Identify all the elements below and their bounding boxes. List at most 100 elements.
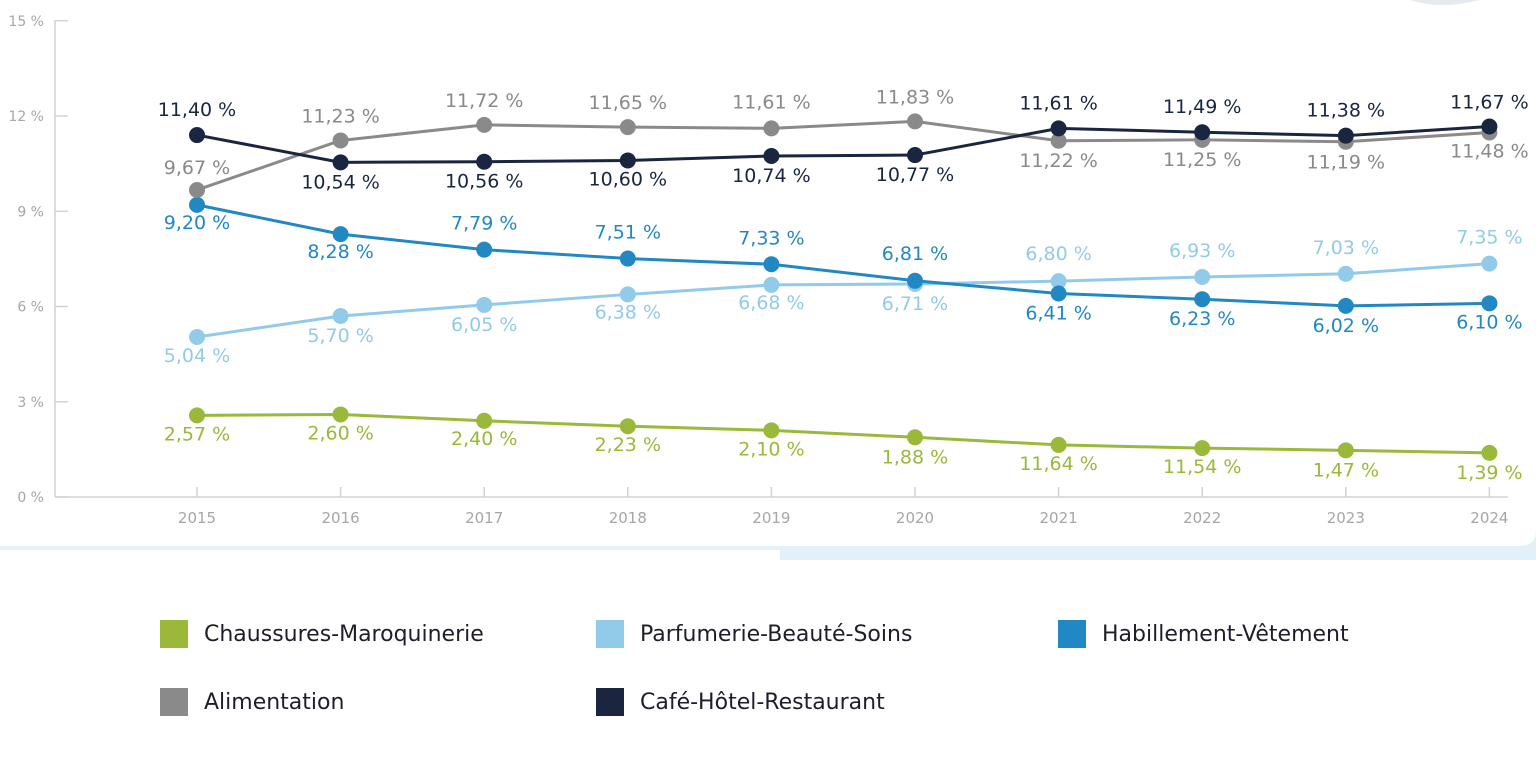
series-cafe xyxy=(189,118,1498,171)
data-point-habillement xyxy=(763,256,780,273)
data-point-cafe xyxy=(619,152,636,169)
data-label-chaussures: 1,47 % xyxy=(1313,459,1379,481)
y-tick-label: 9 % xyxy=(17,204,44,220)
legend-item-chaussures: Chaussures-Maroquinerie xyxy=(160,618,484,650)
legend-swatch-alimentation xyxy=(160,688,188,716)
data-point-chaussures xyxy=(1337,442,1354,459)
data-point-parfumerie xyxy=(476,296,493,313)
data-label-cafe: 10,77 % xyxy=(876,164,955,186)
data-label-cafe: 11,67 % xyxy=(1450,91,1529,113)
data-point-parfumerie xyxy=(1481,255,1498,272)
data-label-chaussures: 2,57 % xyxy=(164,423,230,445)
data-point-alimentation xyxy=(1050,132,1067,149)
data-point-cafe xyxy=(476,153,493,170)
series-line-cafe xyxy=(196,124,1490,164)
data-point-chaussures xyxy=(907,429,923,446)
data-point-cafe xyxy=(189,127,205,144)
data-label-habillement: 6,23 % xyxy=(1169,308,1235,330)
data-point-chaussures xyxy=(1194,440,1211,457)
data-label-habillement: 6,41 % xyxy=(1025,302,1091,324)
data-label-parfumerie: 6,38 % xyxy=(595,301,661,323)
data-label-habillement: 7,51 % xyxy=(595,222,661,244)
data-label-habillement: 7,79 % xyxy=(451,213,517,235)
data-label-alimentation: 11,65 % xyxy=(589,92,668,114)
data-label-cafe: 11,40 % xyxy=(158,99,237,121)
x-tick-label: 2021 xyxy=(1040,509,1078,527)
data-point-cafe xyxy=(1050,120,1067,137)
data-point-habillement xyxy=(907,272,923,289)
series-line-parfumerie xyxy=(196,262,1490,339)
x-tick-label: 2017 xyxy=(465,509,503,527)
data-label-alimentation: 11,25 % xyxy=(1163,149,1242,171)
data-label-alimentation: 11,61 % xyxy=(732,91,811,113)
data-labels-alimentation: 9,67 % 11,23 % 11,72 % 11,65 % 11,61 % 11,83 … xyxy=(164,86,1529,179)
y-tick-label: 12 % xyxy=(8,109,44,125)
data-point-alimentation xyxy=(907,113,923,130)
data-point-chaussures xyxy=(476,412,493,429)
data-point-alimentation xyxy=(619,119,636,136)
data-point-alimentation xyxy=(476,116,493,133)
legend-label-habillement: Habillement-Vêtement xyxy=(1102,621,1349,647)
series-line-alimentation xyxy=(196,119,1490,192)
data-point-habillement xyxy=(476,241,493,258)
series-chaussures xyxy=(189,406,1498,461)
series-habillement xyxy=(189,196,1498,314)
data-label-alimentation: 9,67 % xyxy=(164,157,230,179)
legend-swatch-parfumerie xyxy=(596,620,624,648)
series-parfumerie xyxy=(189,255,1498,345)
x-tick-label: 2019 xyxy=(752,509,790,527)
data-labels-cafe: 11,40 % 10,54 % 10,56 % 10,60 % 10,74 % 10,77… xyxy=(158,91,1529,193)
data-label-alimentation: 11,19 % xyxy=(1307,152,1386,174)
data-point-habillement xyxy=(1050,285,1067,302)
data-point-habillement xyxy=(189,196,205,213)
data-point-habillement xyxy=(332,226,349,243)
data-point-parfumerie xyxy=(1337,265,1354,282)
data-point-cafe xyxy=(1194,124,1211,141)
data-point-alimentation xyxy=(189,181,205,198)
data-label-alimentation: 11,22 % xyxy=(1019,150,1098,172)
legend-label-alimentation: Alimentation xyxy=(204,689,345,715)
data-point-parfumerie xyxy=(1194,268,1211,285)
legend-item-parfumerie: Parfumerie-Beauté-Soins xyxy=(596,618,912,650)
x-tick-label: 2023 xyxy=(1327,509,1365,527)
data-point-cafe xyxy=(907,147,923,164)
data-point-cafe xyxy=(1481,118,1498,135)
x-tick-label: 2024 xyxy=(1470,509,1508,527)
data-label-alimentation: 11,72 % xyxy=(445,90,524,112)
data-label-parfumerie: 5,70 % xyxy=(307,325,373,347)
data-label-habillement: 6,81 % xyxy=(882,243,948,265)
y-tick-label: 6 % xyxy=(17,300,44,316)
data-labels-parfumerie: 5,04 % 5,70 % 6,05 % 6,38 % 6,68 % 6,71 % 6,80… xyxy=(164,227,1523,367)
data-point-habillement xyxy=(1337,297,1354,314)
data-point-habillement xyxy=(619,250,636,267)
x-tick-label: 2015 xyxy=(178,509,216,527)
data-label-cafe: 11,49 % xyxy=(1163,96,1242,118)
data-label-chaussures: 2,40 % xyxy=(451,428,517,450)
x-tick-label: 2022 xyxy=(1183,509,1221,527)
data-point-parfumerie xyxy=(332,308,349,325)
data-label-cafe: 10,74 % xyxy=(732,165,811,187)
series-line-chaussures xyxy=(196,412,1490,455)
panel-corner xyxy=(1520,530,1536,560)
data-label-parfumerie: 6,68 % xyxy=(738,292,804,314)
legend-swatch-habillement xyxy=(1058,620,1086,648)
data-label-chaussures: 11,54 % xyxy=(1163,456,1242,478)
data-label-chaussures: 1,88 % xyxy=(882,446,948,468)
data-label-alimentation: 11,83 % xyxy=(876,86,955,108)
data-label-habillement: 8,28 % xyxy=(307,241,373,263)
legend-swatch-cafe xyxy=(596,688,624,716)
data-label-chaussures: 11,64 % xyxy=(1019,453,1098,475)
data-point-chaussures xyxy=(332,406,349,423)
corner-shape xyxy=(1410,0,1480,5)
data-label-chaussures: 1,39 % xyxy=(1456,462,1522,484)
data-point-chaussures xyxy=(1050,436,1067,453)
legend-item-alimentation: Alimentation xyxy=(160,686,344,718)
y-tick-label: 0 % xyxy=(17,490,44,506)
series-line-habillement xyxy=(196,203,1490,308)
data-point-alimentation xyxy=(763,120,780,137)
data-label-parfumerie: 7,03 % xyxy=(1313,237,1379,259)
data-point-alimentation xyxy=(332,132,349,149)
data-point-habillement xyxy=(1481,295,1498,312)
data-point-habillement xyxy=(1194,291,1211,308)
data-point-chaussures xyxy=(189,407,205,424)
